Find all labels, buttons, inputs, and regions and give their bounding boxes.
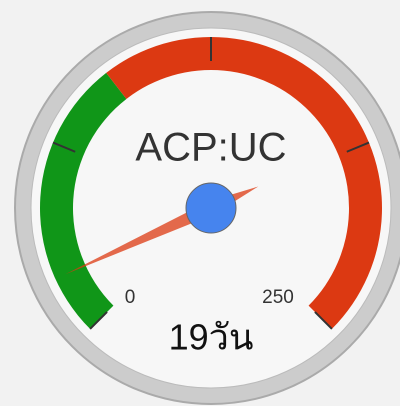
min-label: 0: [125, 287, 136, 308]
gauge-band: [39, 72, 127, 329]
major-tick: [346, 141, 370, 153]
gauge-label: ACP:UC: [135, 126, 286, 170]
max-label: 250: [262, 287, 294, 308]
value-label: 19วัน: [169, 317, 254, 358]
major-tick: [89, 311, 108, 330]
major-tick: [52, 141, 76, 153]
needle-hub: [185, 182, 237, 234]
gauge-band: [106, 37, 382, 329]
major-tick: [314, 311, 333, 330]
